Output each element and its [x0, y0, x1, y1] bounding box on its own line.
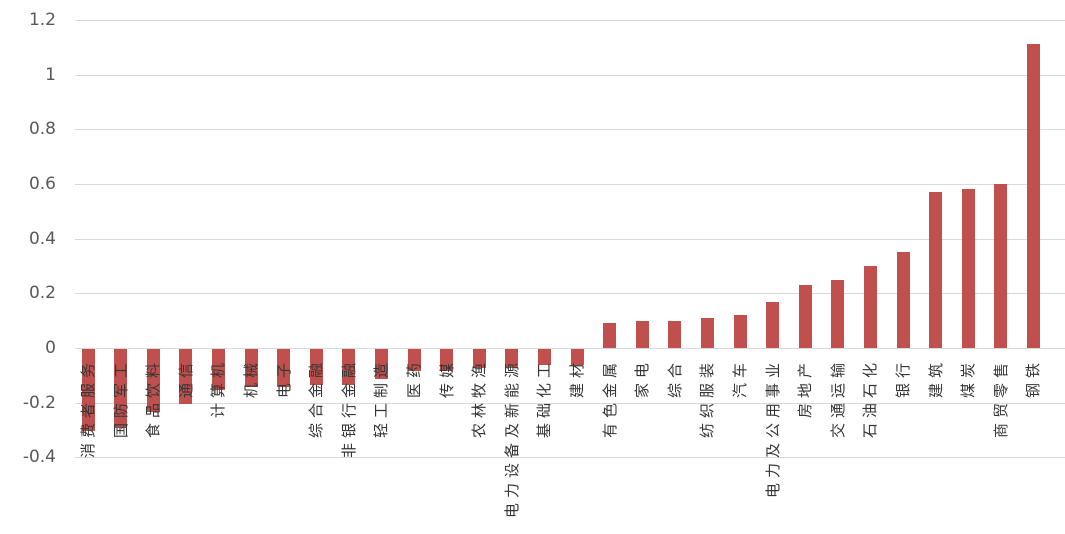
- bar-通信: [179, 349, 192, 404]
- category-label: 计算机: [209, 358, 227, 419]
- y-axis-tick-label: 0.6: [28, 174, 56, 194]
- bar-有色金属: [603, 323, 616, 348]
- category-label: 银行: [894, 358, 912, 399]
- category-label: 综合: [666, 358, 684, 399]
- y-axis-tick-label: 0.8: [28, 119, 56, 139]
- gridline: [75, 75, 1065, 76]
- category-label: 建筑: [927, 358, 945, 399]
- category-label: 通信: [177, 358, 195, 399]
- category-label: 传媒: [438, 358, 456, 399]
- gridline: [75, 129, 1065, 130]
- y-axis-tick-label: 0: [45, 338, 56, 358]
- category-label: 石油石化: [861, 358, 879, 439]
- bar-石油石化: [864, 266, 877, 348]
- bar-农林牧渔: [473, 349, 486, 368]
- category-label: 国防军工: [112, 358, 130, 439]
- gridline: [75, 403, 1065, 404]
- bar-综合金融: [310, 349, 323, 385]
- bar-房地产: [799, 285, 812, 348]
- category-label: 电子: [275, 358, 293, 399]
- gridline: [75, 293, 1065, 294]
- category-label: 汽车: [731, 358, 749, 399]
- category-label: 消费者服务: [79, 358, 97, 459]
- bar-商贸零售: [994, 184, 1007, 348]
- bar-银行: [897, 252, 910, 348]
- bar-建筑: [929, 192, 942, 348]
- y-axis-tick-label: -0.4: [22, 447, 56, 467]
- category-label: 非银行金融: [340, 358, 358, 459]
- y-axis-tick-label: 0.2: [28, 283, 56, 303]
- category-label: 煤炭: [959, 358, 977, 399]
- bar-传媒: [440, 349, 453, 371]
- category-label: 基础化工: [535, 358, 553, 439]
- y-axis-tick-label: 1.2: [28, 10, 56, 30]
- category-label: 轻工制造: [372, 358, 390, 439]
- category-label: 建材: [568, 358, 586, 399]
- category-label: 商贸零售: [992, 358, 1010, 439]
- gridline: [75, 184, 1065, 185]
- gridline: [75, 348, 1065, 349]
- bar-机械: [245, 349, 258, 387]
- bar-医药: [408, 349, 421, 371]
- bar-非银行金融: [342, 349, 355, 385]
- category-label: 纺织服装: [698, 358, 716, 439]
- bar-钢铁: [1027, 44, 1040, 348]
- category-label: 机械: [242, 358, 260, 399]
- bar-电子: [277, 349, 290, 387]
- bar-汽车: [734, 315, 747, 348]
- bar-纺织服装: [701, 318, 714, 348]
- category-label: 医药: [405, 358, 423, 399]
- bar-食品饮料: [147, 349, 160, 412]
- category-label: 电力设备及新能源: [503, 358, 521, 519]
- gridline: [75, 20, 1065, 21]
- y-axis-tick-label: -0.2: [22, 393, 56, 413]
- bar-计算机: [212, 349, 225, 390]
- bar-煤炭: [962, 189, 975, 348]
- bar-电力设备及新能源: [505, 349, 518, 368]
- bar-基础化工: [538, 349, 551, 365]
- gridline: [75, 457, 1065, 458]
- gridline: [75, 239, 1065, 240]
- bar-交通运输: [831, 280, 844, 348]
- category-label: 房地产: [796, 358, 814, 419]
- category-label: 钢铁: [1024, 358, 1042, 399]
- category-label: 电力及公用事业: [764, 358, 782, 499]
- category-label: 有色金属: [601, 358, 619, 439]
- category-label: 食品饮料: [144, 358, 162, 439]
- bar-电力及公用事业: [766, 302, 779, 348]
- bar-综合: [668, 321, 681, 348]
- bar-消费者服务: [82, 349, 95, 431]
- y-axis-tick-label: 0.4: [28, 229, 56, 249]
- category-label: 交通运输: [829, 358, 847, 439]
- category-label: 综合金融: [307, 358, 325, 439]
- y-axis-tick-label: 1: [45, 65, 56, 85]
- bar-国防军工: [114, 349, 127, 428]
- bar-建材: [571, 349, 584, 365]
- bar-轻工制造: [375, 349, 388, 379]
- bar-家电: [636, 321, 649, 348]
- category-label: 家电: [633, 358, 651, 399]
- category-label: 农林牧渔: [470, 358, 488, 439]
